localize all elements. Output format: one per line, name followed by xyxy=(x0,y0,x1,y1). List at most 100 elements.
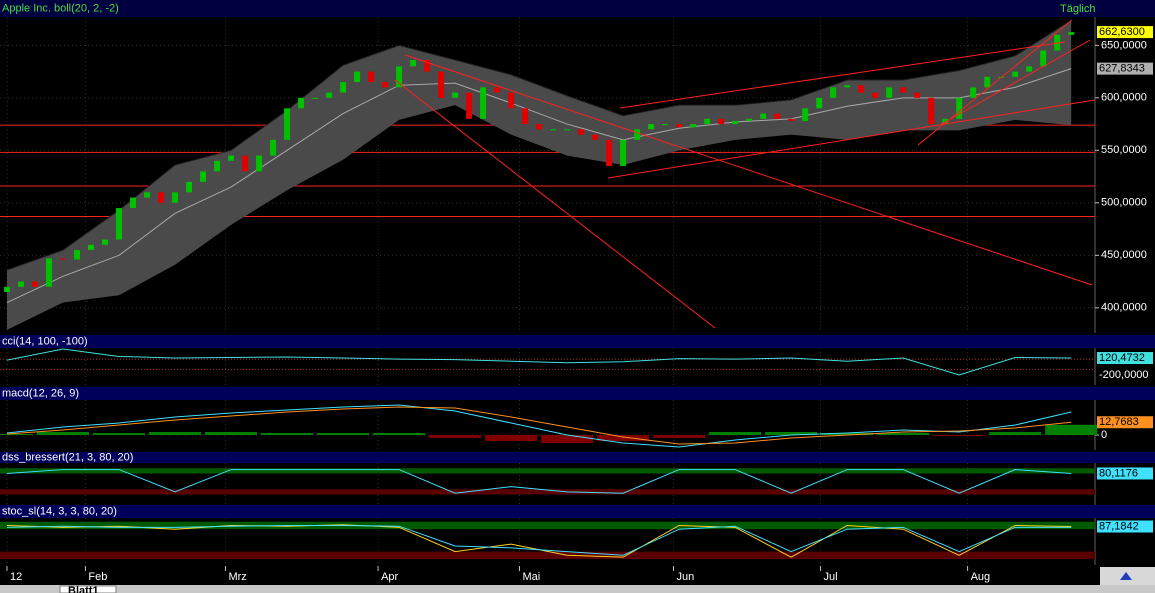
panel-header xyxy=(0,505,1155,518)
histogram-bar xyxy=(205,432,258,435)
histogram-bar xyxy=(149,432,202,435)
histogram-bar xyxy=(317,433,370,435)
candle xyxy=(522,108,529,125)
candle xyxy=(186,181,193,193)
candle xyxy=(298,97,305,109)
candle xyxy=(4,286,11,293)
candle xyxy=(970,87,977,98)
candle xyxy=(200,171,207,182)
histogram-bar xyxy=(261,433,314,435)
candle xyxy=(284,108,291,140)
histogram-bar xyxy=(1045,424,1098,435)
x-tick-label: Jul xyxy=(824,571,838,583)
candle xyxy=(46,258,53,287)
candle xyxy=(270,139,277,156)
sheet-tab-label[interactable]: Blatt1 xyxy=(68,585,99,593)
candle xyxy=(984,76,991,88)
bollinger-middle xyxy=(6,68,1072,304)
trend-lines xyxy=(394,19,1096,329)
last-value-label: -200,0000 xyxy=(1099,369,1149,381)
candle xyxy=(942,118,949,125)
candle xyxy=(242,155,249,172)
candle xyxy=(704,118,711,125)
candle xyxy=(130,197,137,209)
last-value-box xyxy=(1097,62,1153,75)
last-value-box xyxy=(1097,368,1153,381)
histogram-bar xyxy=(765,432,818,435)
sheet-bar xyxy=(0,585,1155,593)
y-tick-label: 650,0000 xyxy=(1101,39,1147,51)
candle xyxy=(60,258,67,260)
trend-line xyxy=(394,79,716,329)
candle xyxy=(144,192,151,198)
panel-header xyxy=(0,452,1155,463)
last-value-label: 80,1176 xyxy=(1099,467,1138,479)
candle xyxy=(32,281,39,287)
zone xyxy=(0,551,1095,560)
panel-title: stoc_sl(14, 3, 3, 80, 20) xyxy=(2,505,117,517)
last-value-label: 662,6300 xyxy=(1099,26,1145,38)
candle xyxy=(74,250,81,260)
histogram-bar xyxy=(709,432,762,435)
candle xyxy=(88,244,95,251)
candle xyxy=(760,113,767,119)
candle xyxy=(844,85,851,88)
indicator-line xyxy=(6,469,1072,494)
candle xyxy=(788,118,795,121)
last-value-label: 12,7683 xyxy=(1099,416,1139,428)
candle xyxy=(1012,71,1019,77)
trend-line xyxy=(939,39,1091,126)
panel-header xyxy=(0,335,1155,348)
histogram-bar xyxy=(989,432,1042,435)
histogram-bar xyxy=(0,434,34,435)
histogram-bar xyxy=(877,433,930,435)
candle xyxy=(662,124,669,126)
last-value-label: 120,4732 xyxy=(1099,352,1145,364)
last-value-box xyxy=(1097,416,1153,429)
y-tick-label: 500,0000 xyxy=(1101,197,1147,209)
last-value-box xyxy=(1097,352,1153,365)
trend-line xyxy=(607,99,1096,179)
candle xyxy=(1040,50,1047,67)
candle xyxy=(816,97,823,109)
corner-icon[interactable] xyxy=(1120,572,1132,580)
candle xyxy=(676,124,683,128)
candle xyxy=(1068,32,1075,35)
candle xyxy=(746,118,753,121)
histogram-bar xyxy=(485,435,538,441)
candle xyxy=(508,92,515,109)
candle xyxy=(396,66,403,88)
x-tick-label: Aug xyxy=(971,571,991,583)
candle xyxy=(578,129,585,135)
candle xyxy=(256,155,263,172)
period-label: Täglich xyxy=(1060,3,1095,15)
zone xyxy=(0,521,1095,530)
indicator-line xyxy=(6,348,1072,376)
x-tick-label: 12 xyxy=(10,571,22,583)
candle xyxy=(410,60,417,67)
y-tick-label: 600,0000 xyxy=(1101,92,1147,104)
last-value-box xyxy=(1097,26,1153,39)
candle xyxy=(312,97,319,99)
histogram-bar xyxy=(597,435,650,441)
indicator-line xyxy=(6,524,1072,556)
last-value-label: 87,1842 xyxy=(1099,520,1139,532)
y-tick-label: 550,0000 xyxy=(1101,144,1147,156)
last-value-label: 627,8343 xyxy=(1099,63,1145,75)
candle xyxy=(116,208,123,240)
indicator-line xyxy=(6,406,1072,445)
candle xyxy=(466,92,473,119)
candle xyxy=(1026,66,1033,72)
indicator-line xyxy=(6,404,1072,448)
candle xyxy=(438,71,445,98)
candle xyxy=(592,134,599,140)
panel-header xyxy=(0,387,1155,400)
y-tick-label: 0 xyxy=(1101,429,1107,441)
candle xyxy=(354,71,361,83)
candle xyxy=(368,71,375,83)
candle xyxy=(872,92,879,98)
candle xyxy=(830,87,837,98)
trend-line xyxy=(619,41,1066,109)
sheet-tab[interactable] xyxy=(59,585,117,593)
